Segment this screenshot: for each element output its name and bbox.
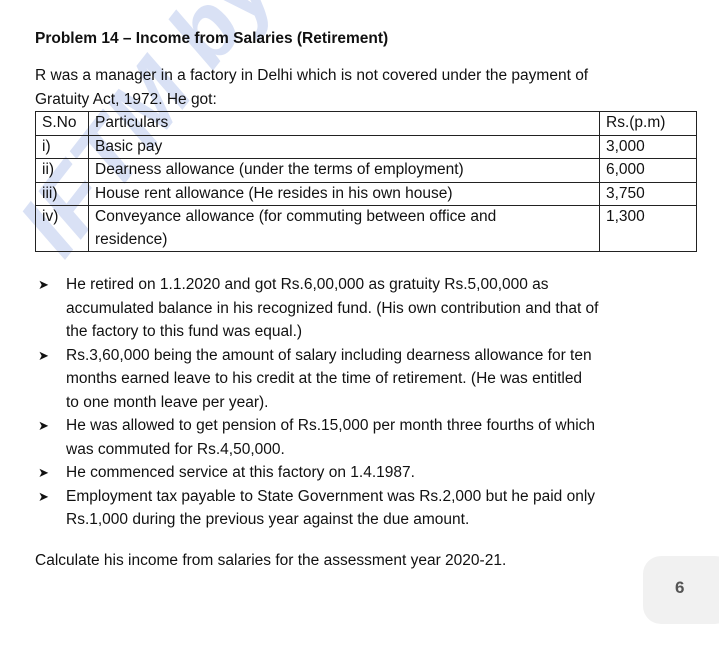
header-sno: S.No [35,111,89,136]
page-number-badge [643,556,719,624]
cell-amount: 6,000 [599,158,697,183]
cell-particulars: Dearness allowance (under the terms of e… [88,158,600,183]
list-line: Rs.1,000 during the previous year agains… [66,511,470,528]
cell-amount: 3,750 [599,181,697,206]
cell-particulars: Conveyance allowance (for commuting betw… [88,205,600,252]
page-title: Problem 14 – Income from Salaries (Retir… [35,30,389,47]
intro-paragraph: R was a manager in a factory in Delhi wh… [35,64,588,111]
list-line: accumulated balance in his recognized fu… [66,299,599,317]
list-item: ➤ Employment tax payable to State Govern… [38,485,703,532]
cell-particulars: House rent allowance (He resides in his … [88,181,600,206]
list-line: months earned leave to his credit at the… [66,370,583,387]
cell-sno: iv) [35,205,89,252]
list-line: was commuted for Rs.4,50,000. [66,440,285,458]
cell-amount: 1,300 [599,205,697,252]
list-line: He commenced service at this factory on … [66,464,415,481]
intro-line: R was a manager in a factory in Delhi wh… [35,67,589,84]
facts-list: ➤ He retired on 1.1.2020 and got Rs.6,00… [38,273,703,532]
arrowhead-bullet-icon: ➤ [38,277,49,292]
list-line: to one month leave per year). [66,393,269,411]
header-particulars: Particulars [88,111,600,136]
list-item: ➤ He commenced service at this factory o… [38,461,703,485]
cell-amount: 3,000 [599,134,697,159]
arrowhead-bullet-icon: ➤ [38,465,49,480]
list-line: He was allowed to get pension of Rs.15,0… [66,417,596,434]
table-row: iii) House rent allowance (He resides in… [35,181,697,206]
table-row: i) Basic pay 3,000 [35,134,697,159]
cell-particulars: Basic pay [88,134,600,159]
list-item: ➤ He was allowed to get pension of Rs.15… [38,414,703,461]
cell-line: Conveyance allowance (for commuting betw… [95,208,497,225]
list-line: the factory to this fund was equal.) [66,323,303,340]
intro-line: Gratuity Act, 1972. He got: [35,90,217,108]
arrowhead-bullet-icon: ➤ [38,488,49,504]
header-amount: Rs.(p.m) [599,111,697,136]
list-line: Employment tax payable to State Governme… [66,487,596,505]
table-row: iv) Conveyance allowance (for commuting … [35,205,697,252]
list-item: ➤ He retired on 1.1.2020 and got Rs.6,00… [38,273,703,344]
cell-line: residence) [95,230,168,248]
table-header-row: S.No Particulars Rs.(p.m) [35,111,697,136]
table-row: ii) Dearness allowance (under the terms … [35,158,697,183]
salary-table: S.No Particulars Rs.(p.m) i) Basic pay 3… [35,111,697,252]
conclusion-text: Calculate his income from salaries for t… [35,552,507,569]
arrowhead-bullet-icon: ➤ [38,347,49,363]
cell-sno: i) [35,134,89,159]
cell-sno: iii) [35,181,89,206]
list-line: Rs.3,60,000 being the amount of salary i… [66,346,592,364]
arrowhead-bullet-icon: ➤ [38,418,49,433]
list-item: ➤ Rs.3,60,000 being the amount of salary… [38,344,703,415]
cell-sno: ii) [35,158,89,183]
list-line: He retired on 1.1.2020 and got Rs.6,00,0… [66,276,549,293]
page-number: 6 [675,578,685,597]
